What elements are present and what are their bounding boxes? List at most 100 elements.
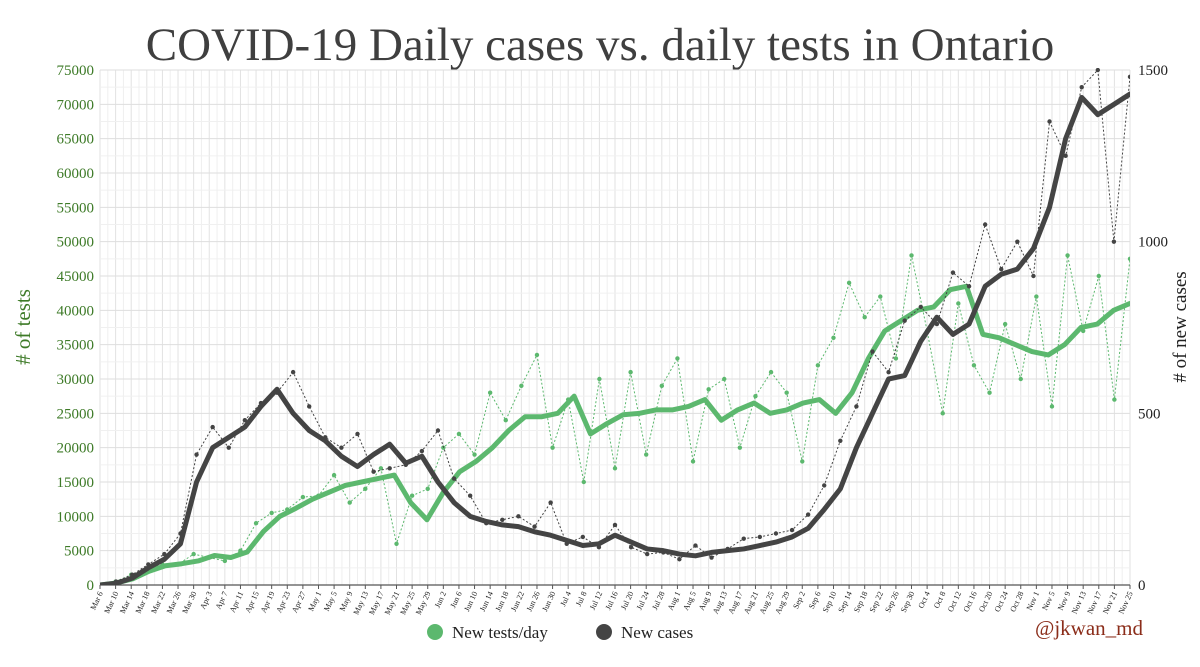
daily-point-tests [940,411,945,416]
daily-point-tests [831,335,836,340]
daily-point-tests [191,551,196,557]
series-layer [100,68,1130,585]
x-tick-label: Mar 30 [180,590,198,615]
daily-point-cases [1079,84,1084,90]
legend-marker-tests [427,624,443,640]
daily-point-tests [550,445,555,450]
x-tick-label: Sep 30 [899,590,916,614]
daily-point-tests [971,363,977,368]
daily-point-tests [597,376,602,382]
legend-label-cases: New cases [621,623,693,642]
grid [99,69,1131,586]
daily-point-cases [226,445,231,450]
daily-point-tests [456,431,462,437]
daily-point-tests [815,363,821,368]
daily-point-cases [387,466,392,471]
daily-point-tests [659,383,665,389]
daily-point-cases [677,557,682,562]
daily-point-cases [1111,239,1117,244]
daily-point-tests [768,369,774,375]
x-tick-label: Nov 5 [1040,590,1057,612]
y-tick-left: 10000 [57,509,95,525]
daily-point-tests [222,558,228,564]
daily-point-tests [1002,321,1008,327]
credit-handle: @jkwan_md [1035,616,1143,640]
daily-point-cases [757,534,763,540]
x-tick-label: Jul 16 [603,590,619,611]
daily-point-cases [902,318,907,323]
daily-point-tests [1065,253,1070,258]
daily-point-tests [378,466,384,471]
daily-point-cases [950,270,956,275]
x-tick-label: Jul 4 [558,590,573,608]
daily-point-cases [435,428,441,433]
x-tick-label: Aug 9 [697,590,714,612]
daily-point-cases [1127,74,1130,80]
x-tick-label: Jul 12 [588,590,604,611]
daily-point-tests [534,352,540,358]
daily-point-tests [628,369,633,375]
x-tick-label: Nov 1 [1025,590,1042,612]
daily-point-tests [909,253,914,258]
y-tick-right: 500 [1138,406,1161,422]
daily-point-cases [1047,119,1052,124]
x-tick-label: Jun 2 [433,590,448,609]
chart-title: COVID-19 Daily cases vs. daily tests in … [146,19,1055,71]
daily-point-cases [548,500,553,505]
daily-point-cases [371,469,376,474]
daily-point-tests [878,294,883,299]
daily-point-cases [918,304,923,310]
daily-point-tests [800,459,805,464]
daily-point-cases [854,404,859,409]
daily-point-tests [612,466,618,471]
daily-point-cases [612,522,618,528]
daily-point-tests [1034,294,1039,299]
daily-point-cases [467,493,473,498]
x-tick-label: Oct 8 [932,590,948,610]
daily-point-cases [789,527,795,533]
daily-point-tests [1127,256,1130,262]
daily-point-cases [693,543,698,548]
daily-point-tests [690,459,696,464]
y-axis-right-label: # of new cases [1170,271,1191,382]
daily-point-tests [363,486,368,492]
daily-point-cases [1063,153,1068,159]
x-tick-label: Oct 28 [1008,590,1025,613]
daily-point-tests [862,315,867,320]
series-cases [100,68,1130,585]
daily-point-tests [331,472,337,478]
y-tick-left: 35000 [57,338,95,354]
daily-point-tests [753,393,758,399]
daily-point-cases [982,222,988,227]
daily-point-tests [425,486,430,492]
smoothed-line-cases [100,91,1130,585]
x-tick-label: Nov 9 [1056,590,1073,612]
y-tick-left: 60000 [57,166,95,182]
daily-point-cases [307,404,312,409]
x-tick-label: Jun 30 [540,590,557,613]
daily-point-cases [709,555,714,560]
daily-point-cases [451,476,457,481]
daily-point-cases [999,266,1004,272]
x-tick-label: Aug 1 [666,590,683,612]
daily-point-tests [675,356,680,361]
daily-point-tests [347,500,352,505]
y-tick-right: 1000 [1138,235,1168,251]
y-tick-left: 70000 [57,97,95,113]
daily-point-tests [300,494,306,500]
y-tick-left: 0 [87,578,95,594]
daily-point-cases [580,534,586,540]
series-tests [100,253,1130,585]
y-tick-left: 75000 [57,63,95,79]
y-tick-left: 25000 [57,406,95,422]
x-tick-label: Oct 4 [916,590,932,610]
daily-point-tests [893,356,899,361]
daily-point-tests [1096,273,1101,279]
daily-point-tests [409,493,415,498]
legend: New tests/day New cases [427,623,693,642]
daily-point-cases [500,517,505,522]
legend-label-tests: New tests/day [452,623,548,642]
daily-point-cases [741,536,746,541]
x-tick-label: Jul 8 [574,590,589,608]
